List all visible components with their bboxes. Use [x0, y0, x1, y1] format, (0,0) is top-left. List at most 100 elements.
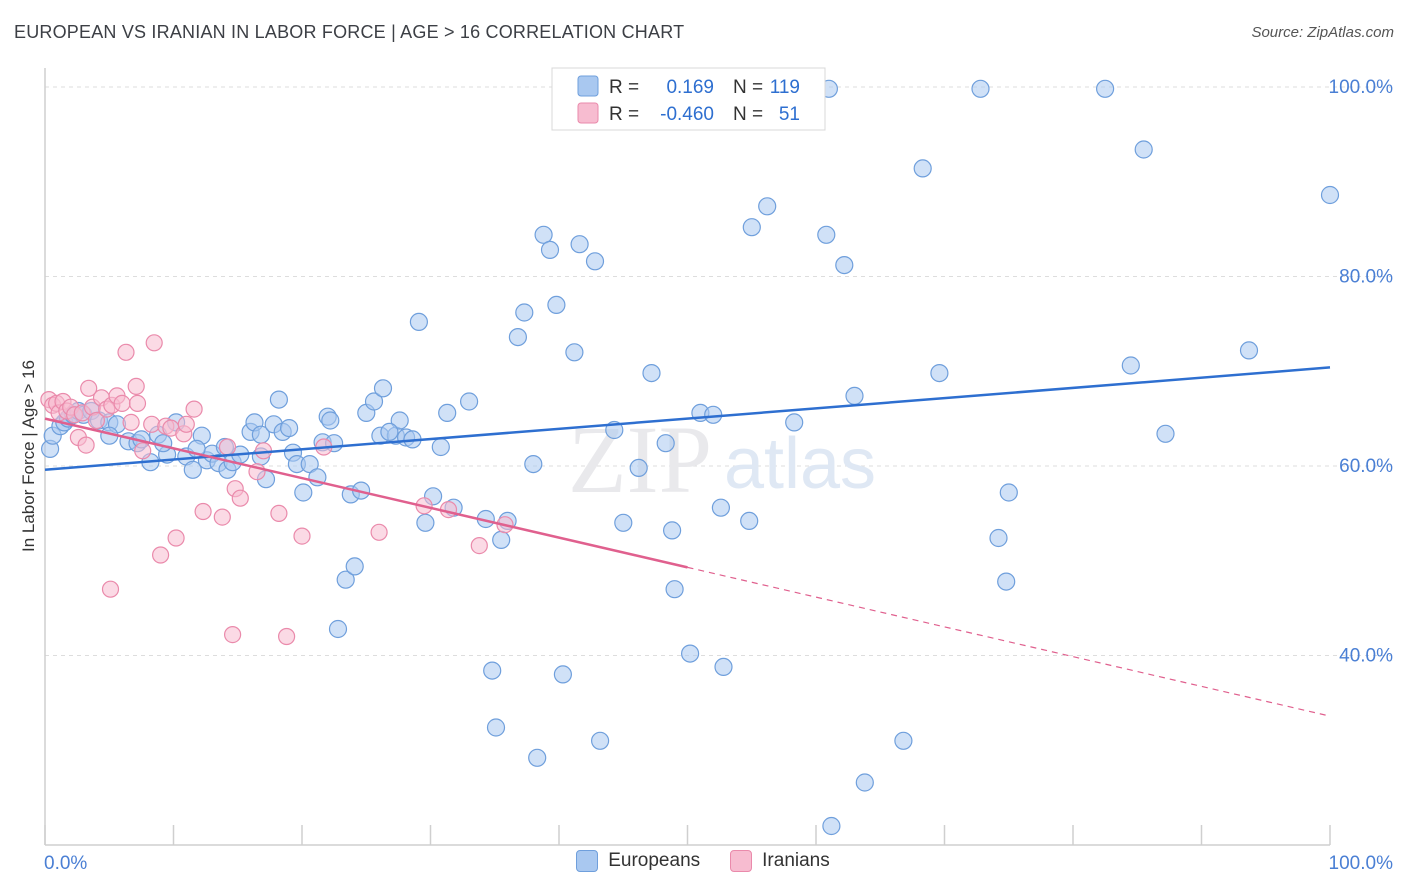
european-point	[483, 661, 502, 680]
source-credit[interactable]: Source: ZipAtlas.com	[1251, 24, 1394, 41]
swatch-europeans	[576, 850, 599, 872]
legend-item-europeans[interactable]: Europeans	[576, 850, 700, 872]
iranian-point	[127, 377, 145, 395]
europeans-points	[40, 79, 1340, 836]
european-point	[565, 343, 584, 362]
european-point	[590, 731, 610, 750]
legend-label-europeans: Europeans	[608, 850, 701, 871]
swatch-iranians	[730, 850, 753, 872]
y-tick-label: 80.0%	[1339, 266, 1393, 287]
grid-lines	[45, 86, 1392, 656]
european-point	[629, 458, 648, 477]
european-point	[997, 572, 1016, 591]
european-point	[989, 528, 1008, 548]
european-point	[1239, 341, 1259, 360]
legend-n-value-europeans: 119	[770, 77, 800, 98]
european-point	[930, 364, 949, 383]
european-point	[553, 665, 573, 684]
legend-label-iranians: Iranians	[762, 850, 830, 871]
european-point	[704, 405, 723, 424]
iranian-point	[224, 625, 242, 644]
european-point	[280, 419, 299, 438]
iranian-point	[194, 502, 212, 521]
european-point	[999, 483, 1018, 502]
legend-r-label-europeans: R =	[609, 77, 639, 98]
iranian-point	[152, 546, 170, 564]
european-point	[460, 392, 479, 411]
european-point	[665, 580, 684, 599]
european-point	[1121, 356, 1140, 375]
iranian-point	[278, 627, 296, 646]
iranians-points	[40, 334, 514, 646]
iranian-point	[470, 536, 488, 555]
watermark-atlas-text: atlas	[724, 424, 876, 504]
european-point	[835, 256, 854, 275]
iranian-point	[117, 343, 135, 361]
european-point	[528, 748, 547, 767]
iranian-point	[370, 523, 388, 541]
trend-lines	[44, 366, 1331, 717]
european-point	[758, 197, 777, 216]
european-point	[742, 218, 761, 237]
legend-n-value-iranians: 51	[779, 104, 800, 125]
european-point	[328, 619, 348, 639]
x-tick-label-max: 100.0%	[1329, 853, 1394, 874]
y-tick-label: 40.0%	[1339, 645, 1393, 666]
european-point	[373, 379, 393, 398]
european-point	[614, 513, 633, 532]
trend-line-europeans	[44, 366, 1331, 472]
european-point	[409, 312, 428, 331]
european-point	[1156, 424, 1175, 443]
european-point	[486, 718, 506, 737]
trend-line-iranians	[44, 417, 688, 569]
european-point	[1095, 79, 1115, 98]
iranian-point	[213, 508, 231, 526]
european-point	[508, 328, 528, 347]
legend-n-label-iranians: N =	[733, 104, 763, 125]
european-point	[855, 773, 874, 792]
iranian-point	[143, 415, 161, 433]
iranian-point	[293, 527, 311, 545]
iranian-point	[87, 411, 106, 430]
european-point	[431, 437, 450, 457]
x-tick-label-min: 0.0%	[44, 853, 87, 874]
axes	[44, 68, 1331, 846]
european-point	[294, 483, 313, 502]
european-point	[183, 460, 202, 479]
legend-r-label-iranians: R =	[609, 104, 639, 125]
iranian-point	[270, 504, 288, 523]
iranian-point	[134, 442, 152, 460]
legend-swatch-iranians	[577, 102, 599, 124]
european-point	[785, 413, 804, 432]
iranian-point	[185, 400, 203, 418]
european-point	[438, 403, 457, 422]
series-legend: Europeans Iranians	[0, 850, 1406, 872]
european-point	[269, 390, 288, 409]
european-point	[680, 644, 700, 663]
iranian-point	[128, 394, 147, 412]
european-point	[524, 455, 543, 474]
y-tick-label: 60.0%	[1339, 456, 1393, 477]
european-point	[515, 303, 534, 322]
european-point	[570, 235, 589, 254]
iranian-point	[218, 438, 237, 456]
y-tick-label: 100.0%	[1329, 77, 1394, 98]
iranian-point	[122, 413, 140, 431]
european-point	[154, 434, 173, 453]
european-point	[534, 225, 553, 244]
european-point	[1320, 185, 1340, 205]
european-point	[822, 816, 841, 836]
european-point	[894, 731, 913, 750]
legend-swatch-europeans	[577, 75, 599, 97]
european-point	[971, 79, 990, 98]
iranian-point	[145, 334, 163, 352]
european-point	[817, 225, 836, 244]
y-axis-label: In Labor Force | Age > 16	[19, 360, 38, 552]
correlation-legend: R = 0.169 N = 119 R = -0.460 N = 51	[551, 67, 826, 131]
european-point	[656, 434, 675, 453]
european-point	[585, 252, 605, 271]
legend-n-label-europeans: N =	[733, 77, 763, 98]
legend-item-iranians[interactable]: Iranians	[730, 850, 830, 872]
european-point	[711, 498, 731, 517]
iranian-point	[101, 580, 120, 598]
